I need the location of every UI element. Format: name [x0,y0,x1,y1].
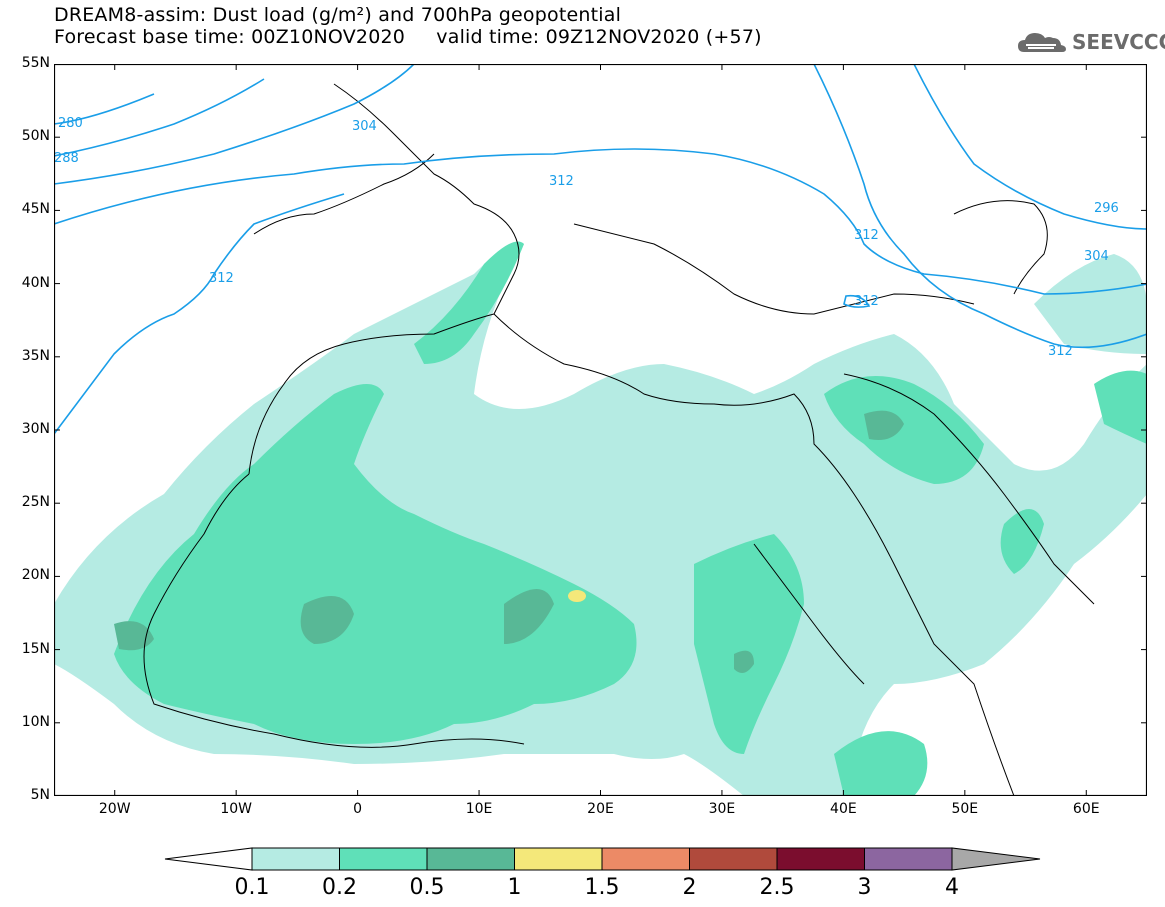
colorbar-cell [514,847,603,871]
map-title: DREAM8-assim: Dust load (g/m²) and 700hP… [54,4,622,26]
lat-tick-label: 10N [21,713,50,730]
lon-tick-label: 40E [830,801,857,817]
coastlines [143,83,1095,796]
colorbar-high-extension [951,847,1041,871]
contour-label: 296 [1094,201,1119,216]
lon-tick-label: 60E [1072,801,1100,817]
contour-label: 312 [854,228,879,243]
lon-tick-label: 50E [951,801,979,817]
contour-label: 304 [352,119,377,134]
lat-tick-label: 30N [21,421,50,437]
seevccc-logo: SEEVCCC [1016,28,1165,56]
logo-text: SEEVCCC [1072,30,1165,54]
lat-tick-label: 15N [21,640,50,657]
colorbar-label: 2.5 [760,875,795,900]
lat-tick-label: 55N [21,55,50,71]
contour-label: 288 [54,151,79,166]
colorbar-label: 1.5 [585,875,620,900]
contour-labels: 280 288 304 312 312 312 312 312 296 304 [54,116,1119,359]
colorbar-cell [689,847,778,871]
map-canvas: 280 288 304 312 312 312 312 312 296 304 [54,64,1147,796]
lon-tick-label: 10W [220,801,252,817]
contour-label: 312 [854,294,879,309]
lat-tick-label: 20N [21,567,50,584]
lat-tick-label: 35N [21,347,50,364]
contour-label: 312 [1048,344,1073,359]
geopotential-contours [54,64,1147,435]
dust-level-1 [568,590,586,602]
colorbar-label: 1 [508,875,522,900]
lon-tick-label: 30E [708,801,736,817]
dust-level-0.2 [114,241,1147,796]
colorbar-cell [426,847,515,871]
lat-tick-label: 40N [21,274,50,291]
lon-tick-label: 20W [98,801,131,817]
contour-label: 304 [1084,249,1109,264]
colorbar-cell [601,847,690,871]
lon-tick-label: 10E [465,801,493,817]
colorbar-cell [776,847,865,871]
lat-tick-label: 45N [21,201,50,218]
colorbar-cell [864,847,953,871]
contour-label: 312 [209,271,234,286]
colorbar-label: 3 [858,875,872,900]
colorbar-label: 4 [945,875,959,900]
cloud-logo-icon [1018,33,1066,52]
colorbar-label: 2 [683,875,697,900]
lat-tick-label: 5N [30,787,50,803]
lat-tick-label: 50N [21,128,50,145]
lon-tick-label: 0 [353,801,363,817]
lon-tick-label: 20E [587,801,614,817]
colorbar-label: 0.1 [235,875,270,900]
colorbar: 0.1 0.2 0.5 1 1.5 2 2.5 3 4 [164,847,1041,900]
lat-tick-label: 25N [21,494,50,511]
colorbar-label: 0.5 [410,875,445,900]
dust-level-0.5 [114,410,904,673]
colorbar-cell [251,847,340,871]
contour-label: 280 [58,116,83,131]
colorbar-label: 0.2 [322,875,357,900]
map-subtitle: Forecast base time: 00Z10NOV2020 valid t… [54,26,762,48]
colorbar-cell [339,847,428,871]
contour-label: 312 [549,174,574,189]
colorbar-low-extension [164,847,253,871]
